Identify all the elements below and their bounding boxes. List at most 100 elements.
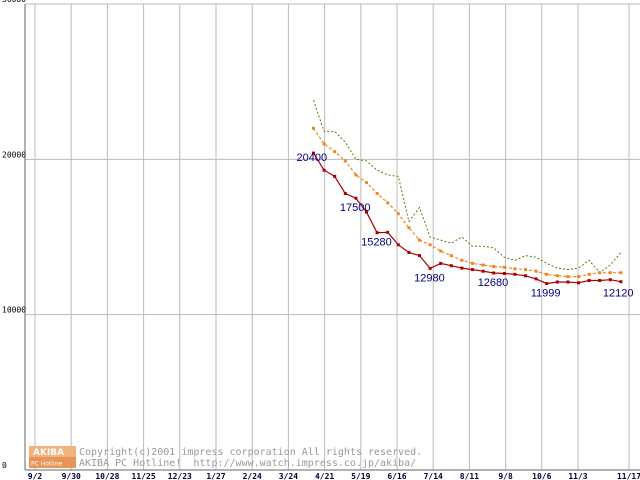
x-tick-labels: 9/2 9/30 10/28 11/25 12/23 1/27 2/24 3/24 4/21 5/… xyxy=(28,472,640,480)
data-point-lowest xyxy=(439,261,443,265)
x-tick-label: 12/23 xyxy=(168,472,192,480)
data-point-lowest xyxy=(471,268,474,272)
data-point-average xyxy=(502,265,506,269)
y-tick-label: 10000 xyxy=(2,306,26,315)
data-label: 12120 xyxy=(603,288,634,300)
data-point-average xyxy=(396,212,400,216)
data-point-average xyxy=(322,142,326,146)
data-point-lowest xyxy=(418,254,421,258)
data-point-lowest xyxy=(577,281,580,285)
data-point-average xyxy=(524,268,527,272)
logo-top-text: AKIBA xyxy=(33,448,64,458)
x-tick-label: 6/16 xyxy=(387,472,406,480)
series-line-lowest xyxy=(312,152,622,285)
data-point-lowest xyxy=(428,266,432,270)
data-point-average xyxy=(460,258,464,262)
data-point-lowest xyxy=(619,280,623,284)
x-tick-label: 3/24 xyxy=(279,472,298,480)
data-point-average xyxy=(365,181,368,185)
data-point-lowest xyxy=(481,269,485,273)
data-point-average xyxy=(566,275,570,279)
data-point-average xyxy=(555,274,559,278)
data-point-lowest xyxy=(555,280,559,284)
data-point-average xyxy=(333,150,337,154)
data-label: 12980 xyxy=(414,272,445,284)
data-point-average xyxy=(492,265,496,268)
y-tick-label: 0 xyxy=(2,461,7,470)
logo-bottom-text: PC Hotline xyxy=(31,461,62,468)
data-labels: 20400 17500 15280 12980 12680 11999 12120 xyxy=(297,152,634,300)
data-point-average xyxy=(619,271,623,275)
data-point-average xyxy=(481,263,485,267)
x-tick-label: 9/30 xyxy=(62,472,81,480)
data-point-lowest xyxy=(375,231,379,235)
data-point-average xyxy=(513,267,517,271)
data-point-lowest xyxy=(365,210,368,214)
data-label: 17500 xyxy=(340,202,371,214)
data-label: 15280 xyxy=(361,237,392,249)
data-label: 11999 xyxy=(531,288,561,300)
site-url-text: AKIBA PC Hotline! http://www.watch.impre… xyxy=(79,458,416,469)
data-point-average xyxy=(449,254,453,258)
data-point-lowest xyxy=(534,277,538,281)
data-point-average xyxy=(587,272,591,276)
x-tick-label: 2/24 xyxy=(243,472,262,480)
series-line-average xyxy=(313,127,621,278)
x-tick-label: 11/17 xyxy=(617,472,640,480)
data-point-lowest xyxy=(333,174,337,178)
data-label: 20400 xyxy=(297,152,328,164)
x-tick-label: 10/6 xyxy=(532,472,551,480)
x-tick-label: 10/28 xyxy=(95,472,119,480)
series-lines xyxy=(312,100,623,286)
y-tick-label: 30000 xyxy=(2,0,26,4)
data-point-lowest xyxy=(513,272,517,276)
data-point-lowest xyxy=(354,196,358,200)
footer-watermark: AKIBA PC Hotline Copyright(c)2001 impres… xyxy=(29,446,422,469)
data-point-lowest xyxy=(524,274,527,278)
data-label: 12680 xyxy=(478,277,509,289)
y-tick-labels: 0 10000 20000 30000 xyxy=(2,0,26,470)
data-point-lowest xyxy=(396,243,400,247)
data-point-average xyxy=(577,275,580,279)
data-point-lowest xyxy=(492,271,496,275)
data-point-average xyxy=(386,201,390,205)
y-tick-label: 20000 xyxy=(2,150,26,159)
data-point-lowest xyxy=(407,251,411,254)
data-point-average xyxy=(598,271,602,275)
data-point-average xyxy=(418,238,421,242)
data-point-average xyxy=(545,272,549,276)
x-tick-label: 9/2 xyxy=(28,472,43,480)
logo-top-box xyxy=(29,446,76,457)
data-point-average xyxy=(439,249,443,253)
x-tick-label: 9/8 xyxy=(498,472,513,480)
data-point-average xyxy=(312,126,315,130)
data-point-lowest xyxy=(502,272,506,275)
axes xyxy=(24,4,640,471)
data-point-average xyxy=(534,269,538,273)
data-point-lowest xyxy=(312,151,315,155)
data-point-lowest xyxy=(343,192,347,195)
x-tick-label: 11/25 xyxy=(132,472,156,480)
data-point-average xyxy=(428,243,432,247)
data-point-lowest xyxy=(545,282,549,286)
data-point-lowest xyxy=(598,279,602,282)
data-point-lowest xyxy=(386,230,390,234)
data-point-lowest xyxy=(587,279,591,282)
copyright-text: Copyright(c)2001 impress corporation All… xyxy=(79,447,422,458)
data-point-lowest xyxy=(449,264,453,268)
x-tick-label: 8/11 xyxy=(460,472,479,480)
data-point-average xyxy=(407,226,411,230)
logo-bottom-box xyxy=(29,457,76,468)
x-tick-label: 7/14 xyxy=(424,472,443,480)
data-point-lowest xyxy=(322,168,326,172)
data-point-average xyxy=(471,261,474,265)
data-point-average xyxy=(608,271,612,275)
data-point-average xyxy=(375,192,379,195)
data-point-average xyxy=(354,173,358,177)
data-point-lowest xyxy=(566,280,570,284)
data-point-lowest xyxy=(460,266,464,270)
x-tick-label: 4/21 xyxy=(315,472,334,480)
data-point-average xyxy=(343,159,347,163)
